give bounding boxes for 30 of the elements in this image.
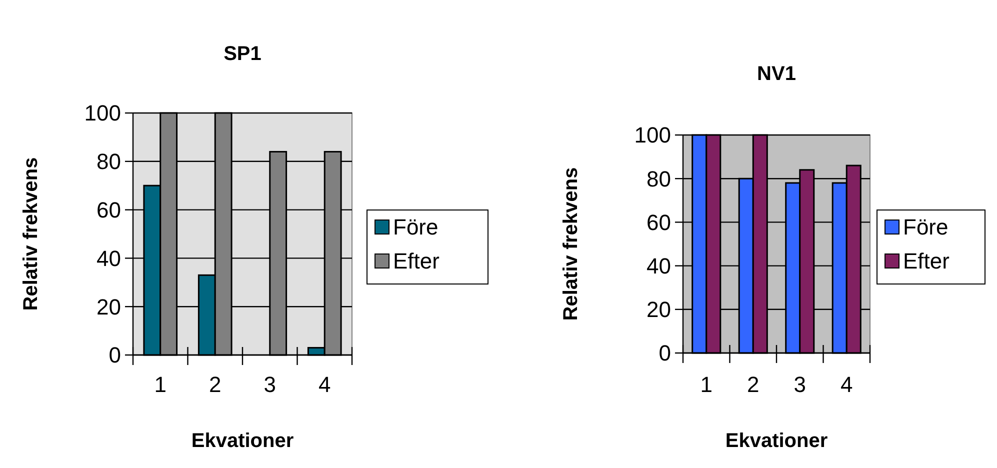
- y-tick-label: 20: [96, 294, 121, 320]
- x-tick-label: 2: [209, 372, 222, 397]
- legend-label: Före: [903, 214, 948, 240]
- y-tick-label: 80: [96, 149, 121, 174]
- chart-title: SP1: [224, 43, 262, 65]
- y-tick-label: 60: [96, 198, 121, 222]
- x-tick-label: 1: [700, 372, 712, 397]
- x-tick-label: 3: [794, 372, 806, 397]
- y-tick-label: 0: [108, 342, 121, 368]
- legend-label: Före: [393, 214, 438, 240]
- x-tick-label: 3: [264, 372, 276, 397]
- legend-label: Efter: [903, 248, 950, 274]
- x-axis-title: Ekvationer: [725, 430, 828, 452]
- y-tick-label: 100: [634, 122, 671, 148]
- y-tick-label: 60: [646, 210, 671, 235]
- x-tick-label: 4: [318, 372, 331, 397]
- x-tick-label: 2: [747, 372, 760, 397]
- y-tick-label: 0: [658, 340, 671, 366]
- x-tick-label: 1: [154, 372, 166, 397]
- y-tick-label: 20: [646, 297, 671, 322]
- y-tick-label: 80: [646, 166, 671, 192]
- y-axis-title: Relativ frekvens: [20, 157, 42, 311]
- y-axis-title: Relativ frekvens: [560, 167, 582, 321]
- y-tick-label: 100: [84, 100, 121, 126]
- legend-label: Efter: [393, 248, 440, 274]
- x-axis-title: Ekvationer: [191, 430, 294, 452]
- y-tick-label: 40: [96, 246, 121, 271]
- y-tick-label: 40: [646, 254, 671, 278]
- chart-title: NV1: [757, 63, 796, 85]
- x-tick-label: 4: [840, 372, 853, 397]
